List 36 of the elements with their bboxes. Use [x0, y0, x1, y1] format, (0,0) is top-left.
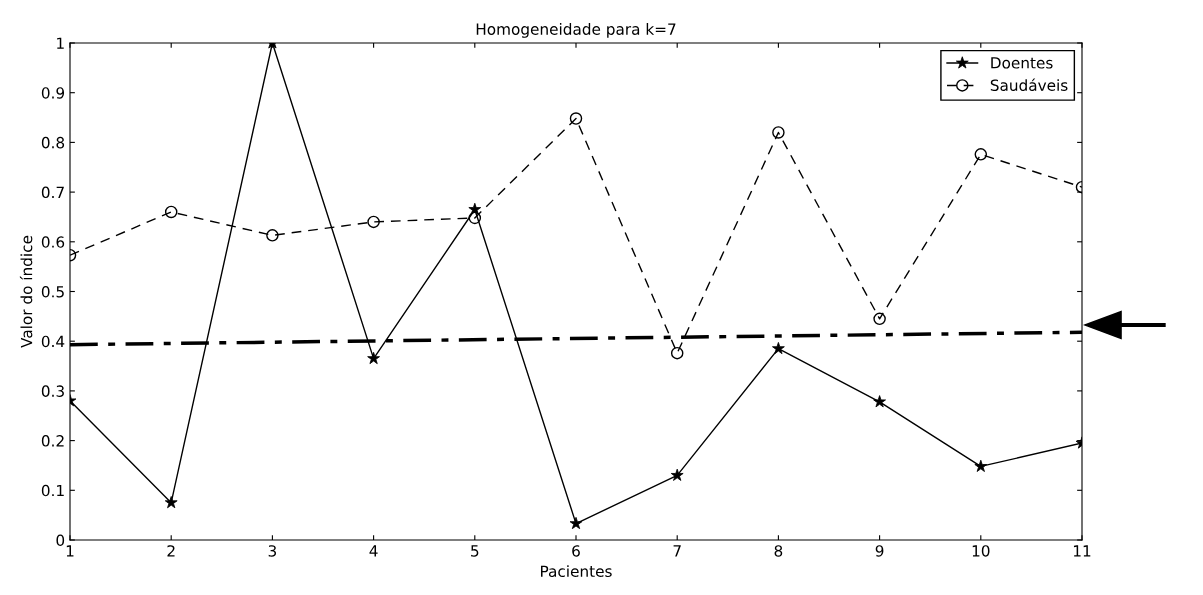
point	[164, 205, 178, 219]
y-tick-label: 0.1	[41, 484, 64, 497]
point	[974, 148, 988, 161]
y-tick-label: 0.9	[41, 87, 65, 99]
y-tick-label: 1	[57, 37, 64, 49]
x-tick-label: 10	[972, 545, 990, 557]
x-tick-label: 3	[268, 545, 277, 557]
x-tick-label: 1	[66, 545, 74, 557]
x-tick-label: 7	[673, 545, 681, 557]
y-tick-label: 0.5	[41, 285, 64, 298]
y-tick-label: 0.6	[41, 236, 65, 248]
legend-label: Doentes	[991, 57, 1053, 69]
y-tick-label: 0.4	[41, 335, 65, 348]
y-tick-label: 0.2	[41, 435, 64, 447]
y-tick-label: 0.8	[41, 136, 65, 149]
legend-label: Saudáveis	[990, 78, 1068, 91]
x-tick-label: 9	[875, 545, 884, 557]
point	[670, 346, 684, 360]
point	[873, 312, 886, 326]
point	[569, 112, 583, 125]
chart-title: Homogeneidade para k=7	[476, 23, 676, 38]
x-tick-label: 11	[1073, 545, 1091, 557]
x-axis-title: Pacientes	[541, 565, 612, 578]
point	[772, 126, 785, 139]
y-tick-label: 0	[56, 534, 65, 547]
x-tick-label: 5	[471, 545, 479, 557]
x-tick-label: 4	[369, 545, 378, 557]
point	[266, 229, 279, 242]
y-tick-label: 0.3	[41, 385, 64, 397]
x-tick-label: 8	[774, 545, 783, 557]
y-axis-title: Valor do índice	[19, 235, 33, 348]
y-tick-label: 0.7	[41, 186, 64, 199]
point	[367, 215, 380, 229]
x-tick-label: 2	[167, 545, 175, 557]
x-tick-label: 6	[572, 545, 580, 557]
point	[468, 211, 482, 225]
